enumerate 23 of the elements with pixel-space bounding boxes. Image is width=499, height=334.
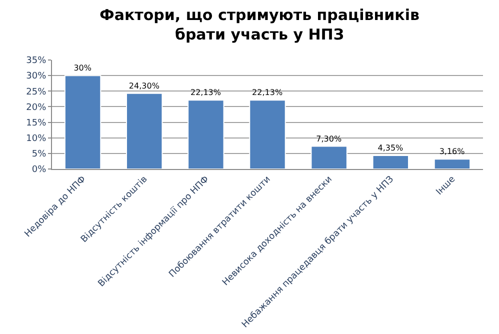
y-tick-label: 25% (26, 87, 47, 98)
bar (188, 100, 224, 169)
bar (64, 75, 102, 169)
data-label: 7,30% (316, 134, 342, 144)
y-tick-label: 30% (26, 72, 47, 82)
y-tick-label: 5% (32, 150, 47, 160)
data-label: 22,13% (252, 88, 283, 98)
data-label: 24,30% (128, 81, 160, 90)
data-label: 30% (74, 64, 92, 73)
data-label: 3,16% (439, 147, 466, 156)
y-tick-label: 0% (32, 165, 47, 176)
y-tick-label: 35% (26, 56, 47, 66)
y-tick-label: 20% (26, 102, 47, 113)
data-label: 22,13% (190, 88, 222, 98)
bar (126, 92, 163, 169)
y-tick-label: 10% (26, 134, 47, 144)
bar (372, 154, 409, 169)
bar (249, 100, 286, 169)
bar (434, 158, 471, 169)
bar (310, 146, 348, 169)
chart-title: Фактори, що стримують працівників брати участь у НПЗ (99, 6, 420, 44)
data-label: 4,35% (378, 143, 404, 152)
y-tick-label: 15% (26, 118, 47, 128)
